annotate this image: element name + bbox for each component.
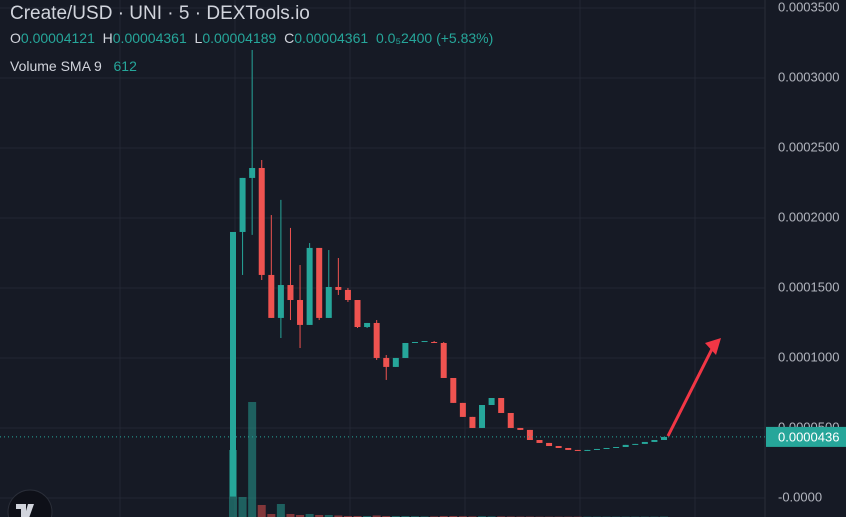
volume-bar: [296, 515, 305, 517]
y-tick-label: 0.0002500: [778, 139, 839, 154]
tv-logo: [7, 489, 53, 517]
volume-bar: [315, 515, 324, 517]
candle-body: [411, 342, 418, 344]
candle-body: [632, 443, 639, 445]
candle-body: [622, 444, 629, 448]
plot: [0, 7, 765, 517]
volume-bar: [267, 514, 276, 517]
candle-body: [603, 447, 610, 449]
ohlc-label: O: [10, 30, 21, 46]
y-tick-label: 0.0003000: [778, 69, 839, 84]
last-price-label: 0.0000436: [778, 429, 839, 444]
candle-body: [364, 322, 371, 328]
candle-body: [526, 429, 533, 441]
candle-body: [316, 247, 323, 318]
candle-body: [584, 449, 591, 451]
volume-bar: [334, 515, 343, 517]
volume-bar: [257, 505, 266, 517]
y-tick-label: 0.0002000: [778, 209, 839, 224]
ohlc-label: L: [194, 30, 203, 46]
candle-body: [354, 300, 361, 328]
candle-body: [479, 405, 486, 428]
annotation-arrow: [666, 346, 715, 437]
candle-body: [325, 286, 332, 318]
volume-bar: [372, 515, 381, 517]
ohlc-label: C: [284, 30, 295, 46]
candle-body: [306, 247, 313, 325]
candle-body: [555, 446, 562, 448]
volume-bar: [324, 515, 333, 517]
candle-body: [546, 442, 553, 447]
candle-body: [651, 440, 658, 442]
candle-body: [287, 285, 294, 301]
volume-bar: [286, 514, 295, 517]
ohlc-label: H: [102, 30, 113, 46]
candle-body: [421, 341, 428, 343]
candle-body: [613, 447, 620, 449]
candle-body: [402, 342, 409, 358]
candle-body: [488, 398, 495, 406]
volume-bar: [276, 504, 285, 517]
y-tick-label: -0.0000: [778, 489, 822, 504]
y-tick-label: 0.0003500: [778, 0, 839, 14]
volume-bar: [248, 402, 257, 517]
candle-body: [565, 447, 572, 450]
candle-body: [469, 416, 476, 428]
candle-body: [258, 167, 265, 275]
candle-body: [249, 167, 256, 178]
annotation-arrowhead: [705, 338, 721, 355]
volume-bar: [305, 514, 314, 517]
volume-legend: Volume SMA 9 612: [10, 58, 137, 74]
candle-body: [431, 342, 438, 344]
candle-body: [459, 402, 466, 417]
volume-bar: [238, 497, 247, 517]
candle-body: [517, 427, 524, 430]
y-tick-label: 0.0001500: [778, 279, 839, 294]
candle-body: [268, 274, 275, 318]
candle-body: [239, 177, 246, 232]
candle-body: [450, 377, 457, 403]
candle-body: [498, 398, 505, 413]
candle-body: [593, 448, 600, 450]
chart-title: Create/USD · UNI · 5 · DEXTools.io: [10, 3, 310, 24]
candle-body: [641, 441, 648, 444]
candle-body: [277, 285, 284, 318]
ohlc-value: 0.00004121: [20, 30, 95, 46]
volume-sma: 612: [113, 58, 137, 74]
y-tick-label: 0.0001000: [778, 349, 839, 364]
ohlc-value: 0.00004189: [202, 30, 277, 46]
candle-body: [335, 286, 342, 290]
ohlc-value: 0.00004361: [294, 30, 369, 46]
candle-body: [230, 231, 236, 497]
candle-body: [383, 357, 390, 367]
ohlc-value: 0.00004361: [112, 30, 187, 46]
candle-body: [440, 342, 447, 378]
candle-body: [574, 449, 581, 451]
candle-body: [661, 436, 667, 441]
volume-label: Volume SMA 9: [10, 58, 102, 74]
candle-body: [507, 412, 514, 428]
ohlc-legend: O0.00004121 H0.00004361 L0.00004189 C0.0…: [10, 30, 493, 46]
change: 0.0₅2400 (+5.83%): [375, 30, 494, 46]
candle-body: [344, 289, 351, 301]
candle-body: [297, 300, 304, 325]
candle-body: [392, 357, 399, 367]
candle-body: [373, 322, 380, 358]
last-price-box: [766, 426, 846, 447]
vertical-grid: [119, 0, 696, 517]
candle-body: [536, 440, 543, 443]
